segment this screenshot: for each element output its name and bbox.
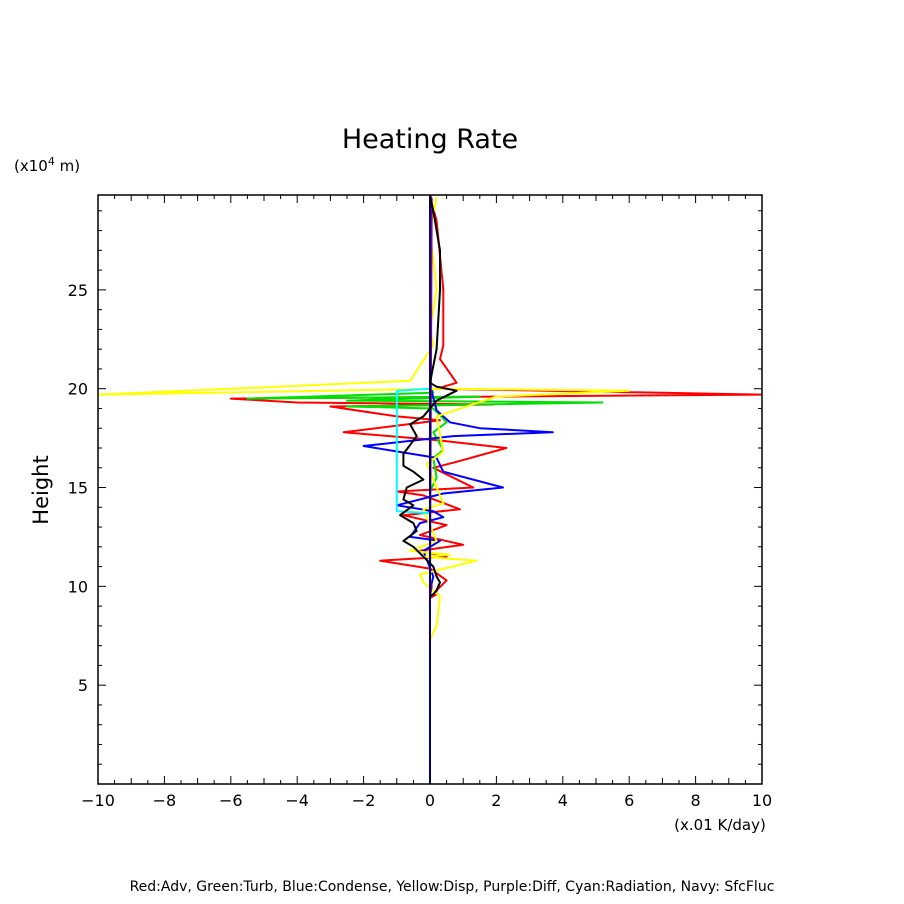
x-tick-label: −6 (219, 791, 243, 810)
chart-title: Heating Rate (342, 124, 518, 155)
series-line-total (399, 196, 458, 598)
x-tick-label: 0 (425, 791, 435, 810)
series-legend: Red:Adv, Green:Turb, Blue:Condense, Yell… (130, 879, 775, 895)
axes-layer (97, 194, 763, 785)
x-tick-label: 6 (624, 791, 634, 810)
y-axis-label: Height (29, 455, 53, 524)
series-line-radiation (395, 387, 431, 515)
series-layer (98, 195, 762, 784)
series-line-condense (362, 384, 554, 591)
x-tick-label: 10 (752, 791, 772, 810)
tick-label-layer: −10 −8 −6 −4 −2 0 2 4 6 8 10 5 10 15 20 25 (68, 281, 773, 810)
y-tick-label: 15 (68, 479, 88, 498)
series-line-disp (98, 196, 631, 641)
x-tick-label: −4 (285, 791, 309, 810)
y-tick-label: 10 (68, 577, 88, 596)
y-tick-label: 25 (68, 281, 88, 300)
x-tick-label: 4 (558, 791, 568, 810)
y-unit-label: (x104 m) (14, 155, 80, 175)
x-tick-label: −2 (352, 791, 376, 810)
y-tick-label: 20 (68, 380, 88, 399)
x-tick-label: 8 (691, 791, 701, 810)
x-tick-label: −8 (153, 791, 177, 810)
y-tick-label: 5 (78, 676, 88, 695)
x-unit-label: (x.01 K/day) (674, 816, 766, 834)
x-tick-label: −10 (81, 791, 115, 810)
x-tick-label: 2 (491, 791, 501, 810)
series-line-turb (246, 384, 604, 498)
